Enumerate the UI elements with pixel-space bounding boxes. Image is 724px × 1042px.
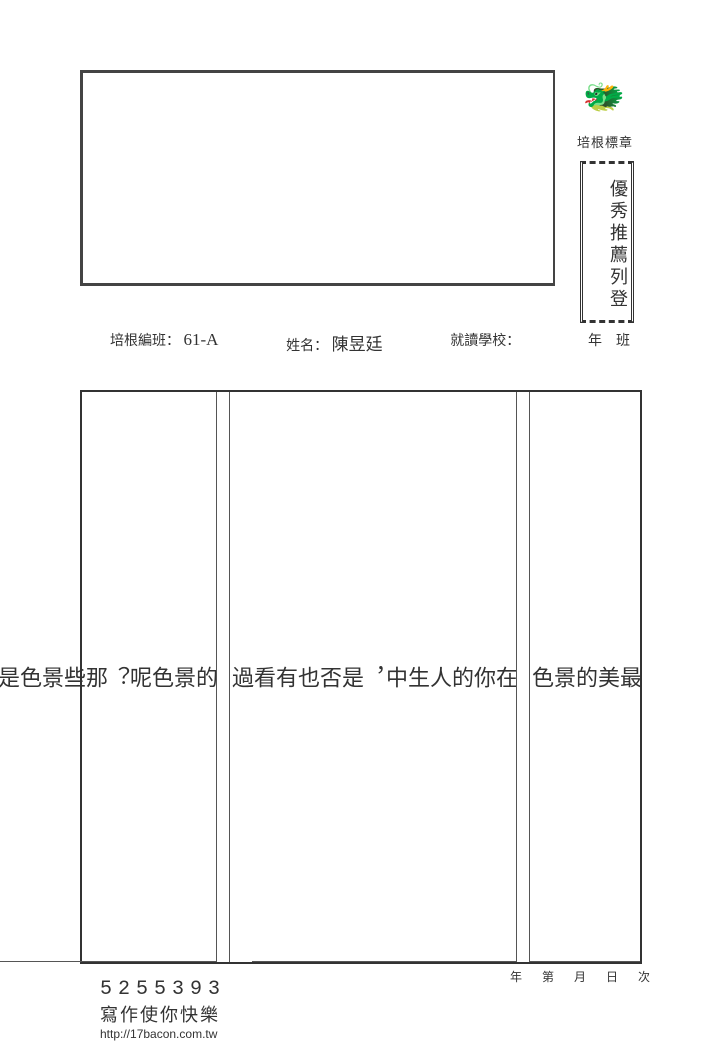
grid-gutter: [216, 392, 229, 962]
grid-cell: 美: [596, 392, 618, 962]
grid-cell: 色: [530, 392, 552, 962]
text-column: 的景色呢？那些景色是否讓你流連: [0, 392, 216, 962]
header-fields: 培根編班： 61-A 姓名： 陳昱廷 就讀學校： 年 班: [80, 330, 640, 384]
class-label: 培根編班：: [110, 334, 180, 349]
manuscript-grid: 最美的景色在你的人生中，是否也有看過的景色呢？那些景色是否讓你流連嗎？就讓我來說…: [80, 390, 642, 964]
grid-gutter: [516, 392, 529, 962]
grid-cell: 在: [494, 392, 516, 962]
grid-cell: 是: [340, 392, 362, 962]
grid-cell: 看: [252, 392, 274, 962]
footer-slogan: 寫作使你快樂: [100, 1001, 226, 1027]
grid-cell: 呢: [128, 392, 150, 962]
emblem-label: 培根標章: [570, 132, 640, 151]
grid-cell: 景: [552, 392, 574, 962]
grid-cell: 的: [574, 392, 596, 962]
footer-url: http://17bacon.com.tw: [100, 1027, 226, 1041]
school-label: 就讀學校：: [450, 334, 520, 349]
grid-cell: 過: [230, 392, 252, 962]
footer-di: 第: [542, 968, 554, 985]
grid-cell: 中: [384, 392, 406, 962]
grid-cell: 些: [62, 392, 84, 962]
grid-cell: 最: [618, 392, 640, 962]
grid-cell: 景: [172, 392, 194, 962]
footer-yue: 月: [574, 968, 586, 985]
footer-branding: 5255393 寫作使你快樂 http://17bacon.com.tw: [100, 978, 226, 1041]
grid-cell: 生: [406, 392, 428, 962]
grid-cell: 否: [318, 392, 340, 962]
stamp-column: 🐲 培根標章 優秀推薦列登: [570, 70, 640, 323]
bacon-emblem-icon: 🐲: [576, 70, 632, 130]
grid-cell: 你: [472, 392, 494, 962]
grid-cell: 人: [428, 392, 450, 962]
grid-cell: 那: [84, 392, 106, 962]
name-value: 陳昱廷: [332, 335, 383, 354]
grid-cell: 也: [296, 392, 318, 962]
grid-cell: ，: [362, 392, 384, 962]
grid-cell: 的: [450, 392, 472, 962]
grid-cell: ？: [106, 392, 128, 962]
grid-cell: 色: [150, 392, 172, 962]
footer-ri: 日: [606, 968, 618, 985]
teacher-comment-box: [80, 70, 555, 286]
grid-cell: 景: [40, 392, 62, 962]
title-column: 最美的景色: [529, 392, 640, 962]
footer-ci: 次: [638, 968, 650, 985]
text-column: 在你的人生中，是否也有看過: [229, 392, 516, 962]
name-label: 姓名：: [286, 339, 328, 354]
footer-nian: 年: [510, 968, 522, 985]
grid-cell: 是: [0, 392, 18, 962]
grid-cell: 色: [18, 392, 40, 962]
class-value: 61-A: [184, 330, 219, 349]
footer-number: 5255393: [100, 978, 226, 1001]
year-label: 年: [588, 334, 602, 349]
grid-cell: 有: [274, 392, 296, 962]
recommend-box: 優秀推薦列登: [580, 161, 634, 323]
grid-cell: 的: [194, 392, 216, 962]
ban-label: 班: [616, 334, 630, 349]
footer-date: 年 第 月 日 次: [510, 968, 650, 985]
